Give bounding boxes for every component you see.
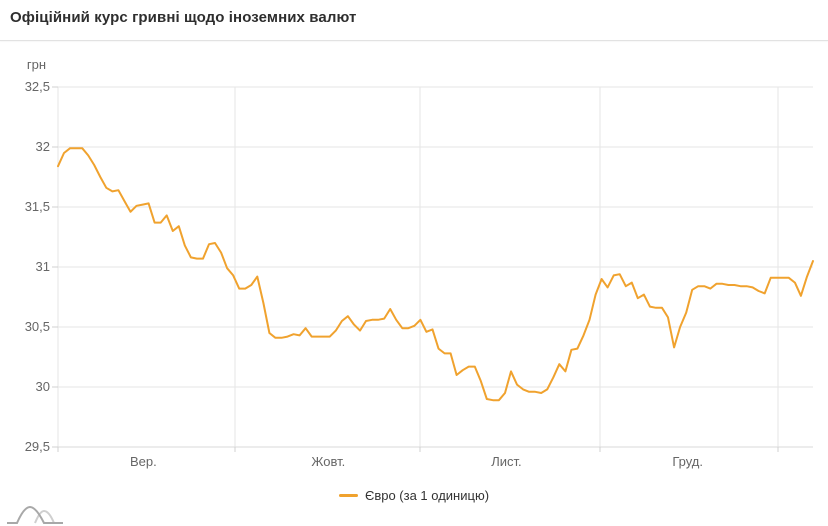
y-axis-label: 32 — [35, 139, 50, 154]
y-axis-unit-label: грн — [26, 57, 46, 72]
y-axis-label: 30 — [35, 379, 50, 394]
x-axis-label: Жовт. — [311, 454, 346, 469]
x-axis-label: Груд. — [672, 454, 703, 469]
y-axis-label: 31 — [35, 259, 50, 274]
y-axis-label: 30,5 — [24, 319, 50, 334]
legend-label: Євро (за 1 одиницю) — [364, 488, 490, 503]
y-axis-label: 32,5 — [24, 79, 50, 94]
mountains-logo-icon — [7, 505, 63, 524]
title-bar: Офіційний курс гривні щодо іноземних вал… — [0, 0, 828, 41]
y-axis-label: 29,5 — [24, 439, 50, 454]
chart-title: Офіційний курс гривні щодо іноземних вал… — [10, 9, 357, 26]
x-axis-label: Вер. — [129, 454, 157, 469]
y-axis-label: 31,5 — [24, 199, 50, 214]
x-axis-label: Лист. — [491, 454, 522, 469]
legend: Євро (за 1 одиницю) — [0, 488, 828, 503]
legend-line-swatch — [338, 494, 358, 497]
legend-item-euro[interactable]: Євро (за 1 одиницю) — [338, 488, 490, 503]
euro-series-line[interactable] — [57, 147, 814, 402]
